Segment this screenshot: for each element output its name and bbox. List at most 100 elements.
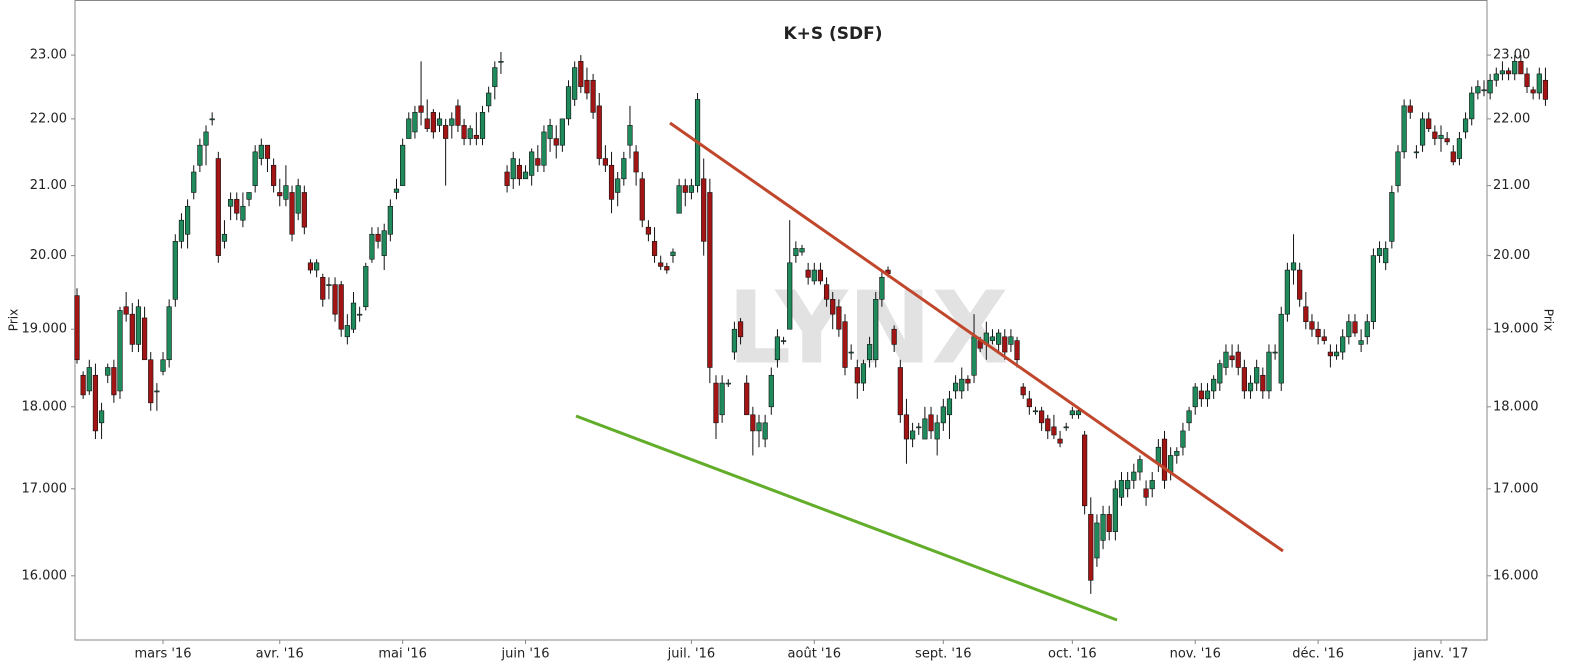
candle-body (1376, 248, 1383, 256)
candle-body (326, 284, 332, 286)
candle-body (1229, 355, 1235, 361)
candle-body (535, 158, 541, 166)
candle-body (1518, 61, 1524, 75)
candles (74, 51, 1549, 594)
candle-body (1008, 336, 1014, 345)
y-tick-label: 18.000 (22, 399, 68, 414)
candle-body (602, 158, 608, 166)
candle-body (344, 325, 350, 338)
candle-body (811, 269, 817, 282)
candle-body (1032, 410, 1039, 413)
candle-body (154, 390, 160, 393)
candle-body (141, 317, 148, 361)
candle-body (443, 125, 449, 139)
y2-tick-label: 23.00 (1493, 48, 1530, 63)
candle-body (1241, 367, 1247, 392)
candle-body (289, 192, 295, 235)
candle-body (922, 418, 928, 440)
candle-body (393, 188, 400, 193)
candle-body (1542, 79, 1549, 100)
x-tick-label: juil. '16 (667, 647, 715, 662)
candle-body (719, 382, 725, 416)
candle-body (1505, 70, 1512, 75)
candle-body (1333, 351, 1340, 357)
candle-body (1512, 61, 1518, 75)
candle-body (559, 118, 565, 146)
candle-body (1401, 105, 1407, 153)
candle-body (197, 144, 203, 166)
candle-body (1413, 151, 1420, 154)
candle-body (651, 241, 658, 256)
candle-body (1290, 262, 1297, 271)
candle-body (1063, 426, 1069, 429)
candle-body (1487, 79, 1493, 94)
candle-body (1469, 92, 1475, 120)
candle-body (338, 284, 344, 330)
candle-body (1198, 390, 1204, 400)
y2-tick-label: 16.000 (1493, 568, 1539, 583)
candle-body (1149, 480, 1155, 490)
candle-body (971, 336, 977, 376)
candle-body (1174, 451, 1180, 456)
candle-body (461, 125, 467, 139)
candle-body (283, 185, 289, 200)
candle-body (406, 118, 412, 139)
x-tick-label: nov. '16 (1170, 647, 1221, 662)
candle-body (191, 171, 197, 193)
y2-axis-label: Prix (1542, 309, 1556, 331)
candle-body (240, 205, 246, 221)
candle-body (805, 269, 811, 278)
candle-body (830, 299, 836, 315)
candle-body (209, 118, 215, 121)
candle-body (823, 284, 830, 300)
candle-body (1419, 118, 1426, 146)
candle-body (1321, 336, 1327, 341)
candle-body (314, 262, 320, 271)
candle-body (1432, 131, 1438, 139)
chart-title: K+S (SDF) (783, 24, 882, 44)
candle-body (129, 313, 135, 345)
candle-body (1383, 248, 1389, 264)
candle-body (940, 406, 946, 424)
candle-body (842, 321, 848, 368)
candle-body (989, 336, 996, 341)
candle-body (234, 199, 240, 214)
candle-body (799, 248, 805, 253)
candle-body (860, 363, 867, 384)
candle-body (492, 67, 498, 87)
y-tick-label: 20.00 (30, 248, 67, 263)
candle-body (1186, 410, 1192, 424)
candle-body (1426, 118, 1432, 129)
y2-tick-label: 17.000 (1493, 481, 1539, 496)
candle-body (1364, 321, 1370, 338)
candle-body (486, 92, 492, 107)
candle-body (74, 295, 80, 361)
candle-body (1272, 351, 1278, 354)
candle-body (307, 262, 314, 271)
x-tick-label: déc. '16 (1292, 647, 1344, 662)
candle-body (1499, 70, 1506, 75)
candle-body (1284, 269, 1290, 315)
candle-body (713, 382, 719, 424)
candle-body (1014, 340, 1020, 361)
candle-body (762, 422, 768, 440)
candle-body (215, 158, 221, 256)
candle-body (436, 118, 443, 126)
candle-body (897, 367, 903, 416)
candle-body (1266, 351, 1272, 392)
candle-body (756, 422, 762, 432)
candle-body (148, 359, 154, 404)
candle-body (160, 359, 166, 372)
candle-body (676, 185, 682, 214)
candle-body (504, 171, 510, 186)
x-tick-label: août '16 (788, 647, 842, 662)
x-tick-label: avr. '16 (256, 647, 304, 662)
candle-body (768, 374, 774, 408)
candle-body (1069, 410, 1075, 416)
candle-body (953, 382, 959, 392)
candle-body (780, 340, 787, 342)
candle-body (682, 185, 688, 193)
candle-body (86, 367, 92, 392)
candle-body (1297, 269, 1303, 300)
